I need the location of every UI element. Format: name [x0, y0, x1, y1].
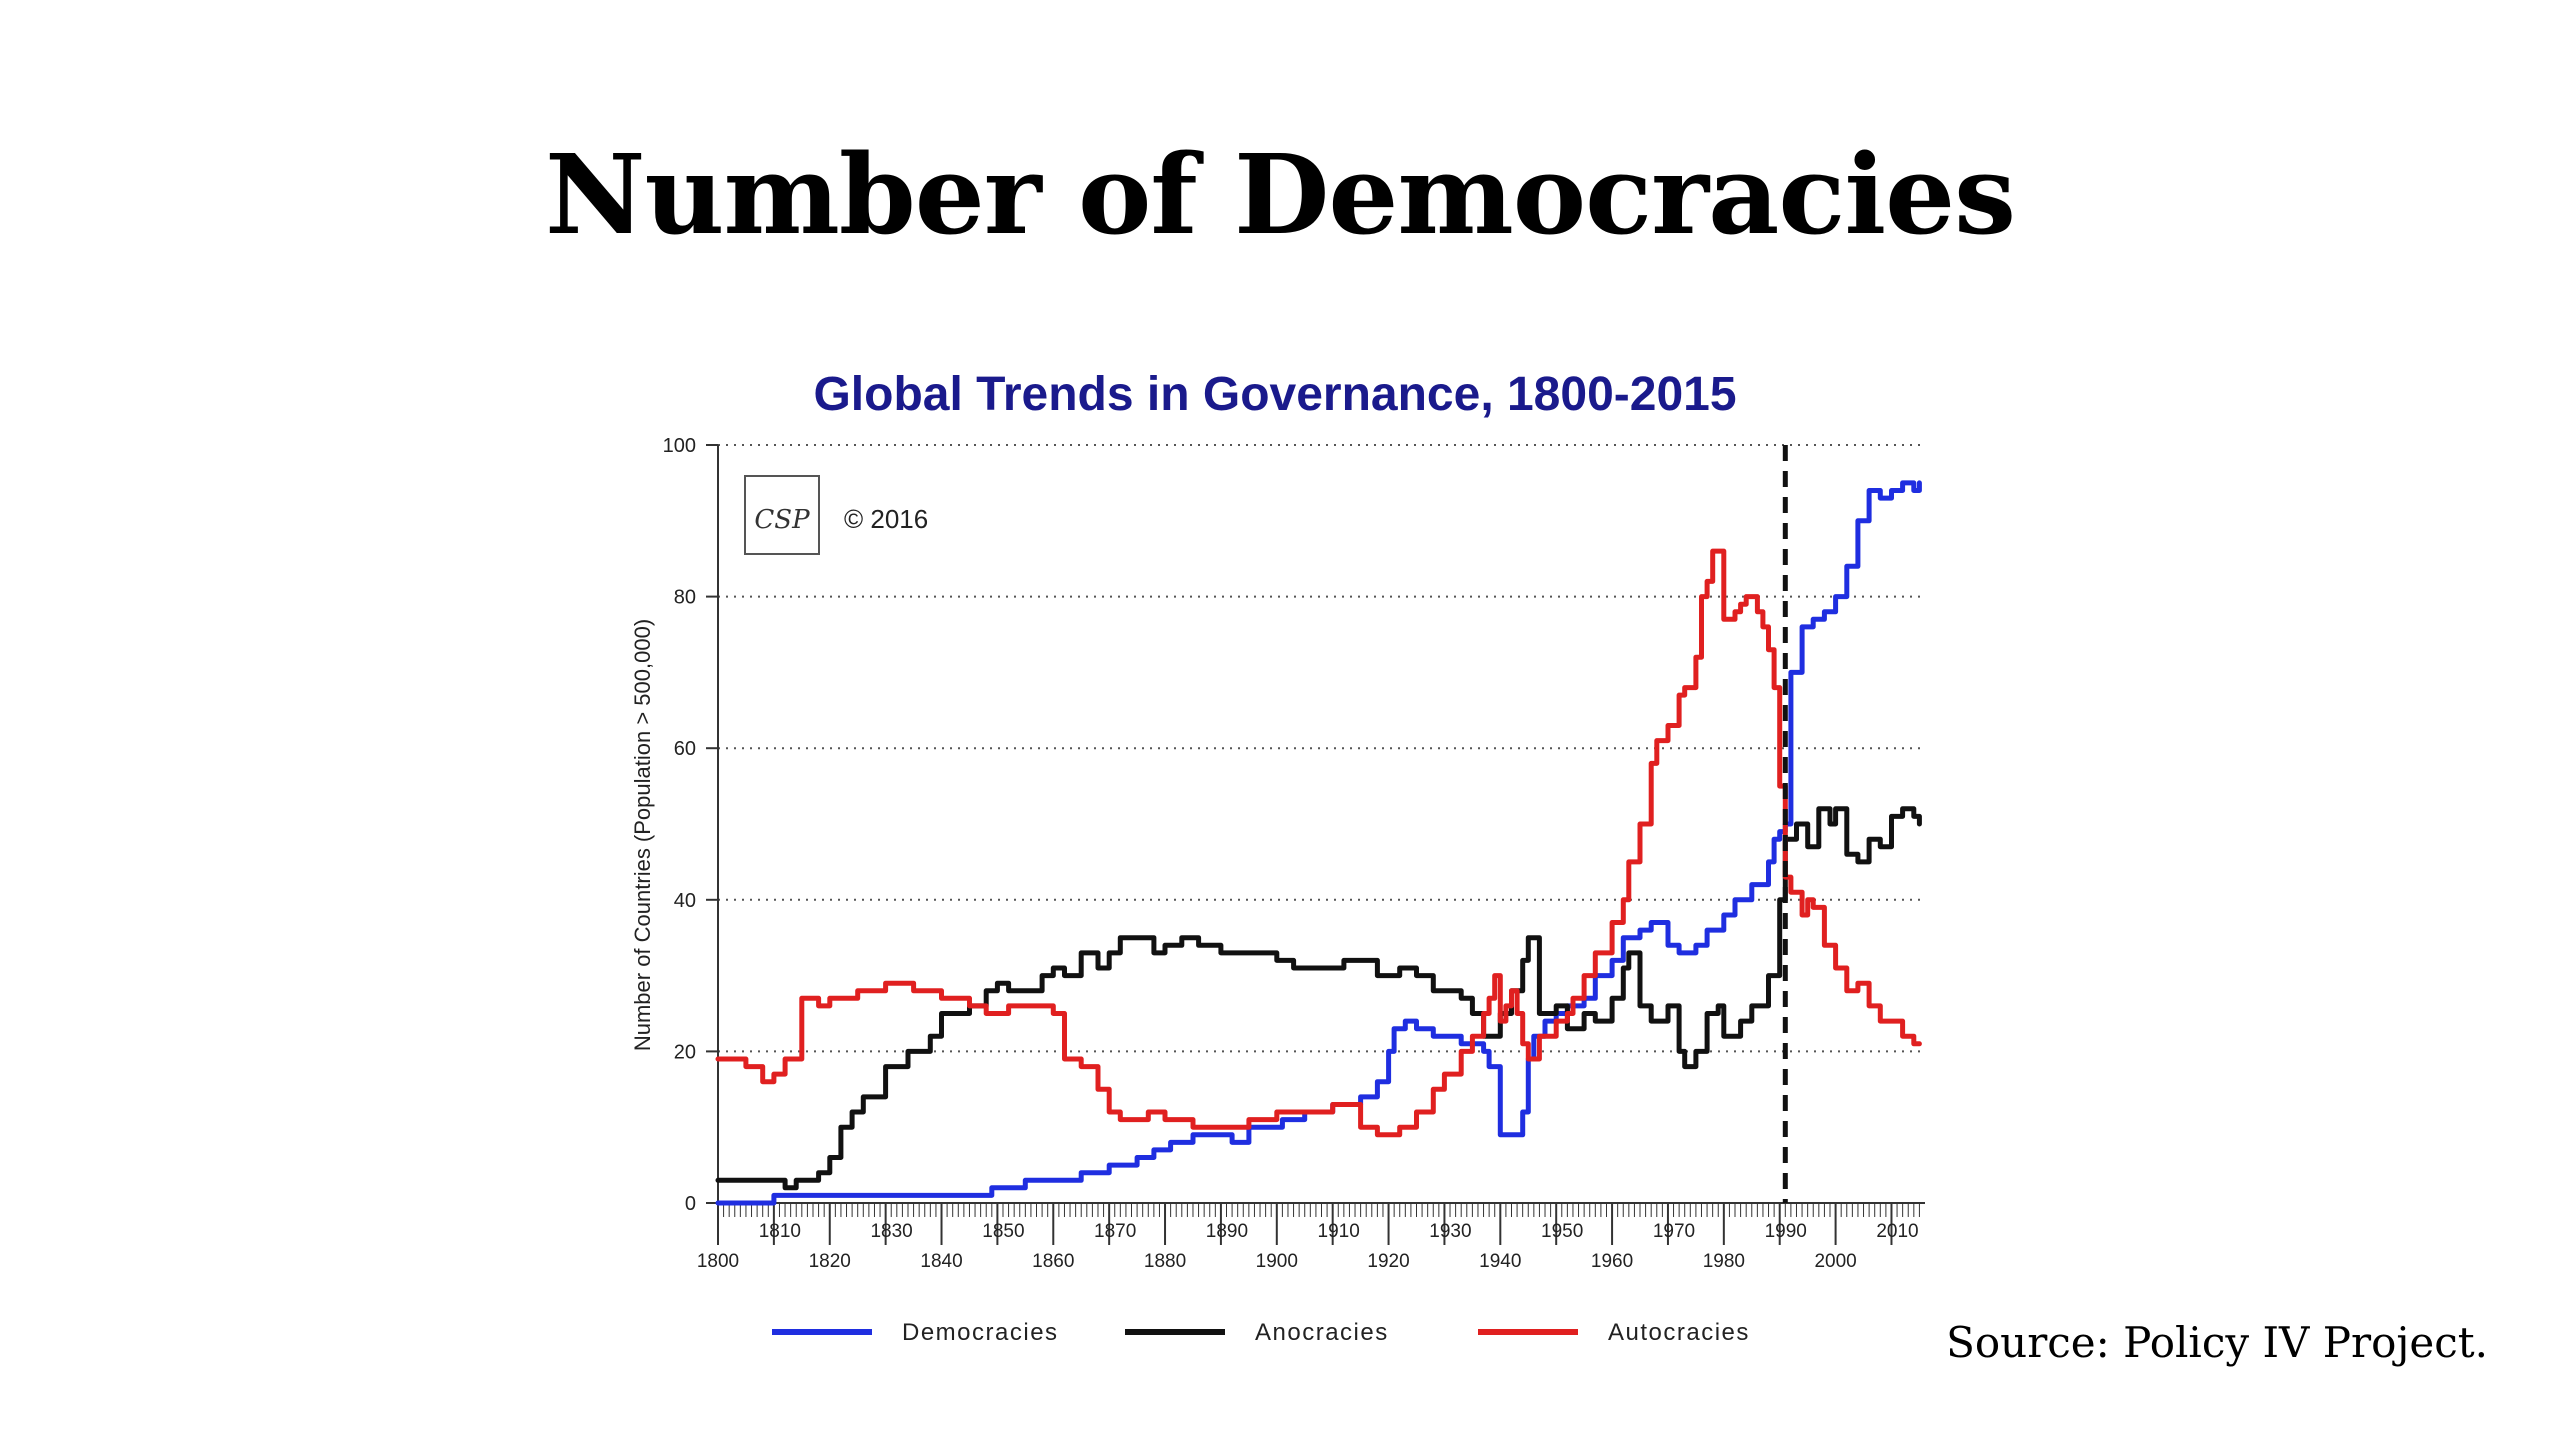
x-tick-label: 1830	[870, 1221, 912, 1242]
x-tick-label: 1990	[1765, 1221, 1807, 1242]
x-tick-label: 1930	[1429, 1221, 1471, 1242]
x-tick-label: 1800	[697, 1251, 739, 1272]
series-line-anocracies	[715, 806, 1922, 1191]
x-tick-label: 1820	[809, 1251, 851, 1272]
y-tick-label: 40	[674, 890, 696, 912]
axes: 0 20 40 60 80 100 1810 1830 1850 1870 1890 1910 1930…	[663, 435, 1925, 1272]
y-tick-label: 0	[685, 1193, 696, 1215]
chart-title: Global Trends in Governance, 1800-2015	[813, 368, 1736, 421]
x-tick-label: 1860	[1032, 1251, 1074, 1272]
x-tick-label: 1960	[1591, 1251, 1633, 1272]
legend-label-autocracies: Autocracies	[1608, 1319, 1750, 1346]
x-tick-label: 1890	[1206, 1221, 1248, 1242]
x-tick-label: 1970	[1653, 1221, 1695, 1242]
x-tick-label: 1910	[1318, 1221, 1360, 1242]
y-axis-label: Number of Countries (Population > 500,00…	[630, 619, 655, 1051]
x-tick-label: 1950	[1541, 1221, 1583, 1242]
copyright-text: © 2016	[844, 504, 928, 534]
x-tick-label: 1870	[1094, 1221, 1136, 1242]
legend-label-democracies: Democracies	[902, 1319, 1059, 1346]
x-tick-label: 1840	[920, 1251, 962, 1272]
series-line-democracies	[715, 480, 1922, 1206]
x-tick-label: 1920	[1367, 1251, 1409, 1272]
series-line-autocracies	[715, 548, 1922, 1138]
csp-logo: CSP	[744, 475, 820, 555]
gridlines	[718, 444, 1925, 1053]
x-tick-label: 1900	[1256, 1251, 1298, 1272]
x-tick-label: 1980	[1703, 1251, 1745, 1272]
y-tick-label: 80	[674, 587, 696, 609]
x-tick-label: 2000	[1814, 1251, 1856, 1272]
legend-label-anocracies: Anocracies	[1255, 1319, 1389, 1346]
y-tick-label: 100	[663, 435, 696, 457]
x-tick-label: 1810	[759, 1221, 801, 1242]
x-tick-label: 1850	[982, 1221, 1024, 1242]
csp-logo-text: CSP	[754, 505, 810, 535]
slide-title: Number of Democracies	[544, 130, 2016, 259]
legend: Democracies Anocracies Autocracies	[772, 1319, 1750, 1346]
x-tick-label: 1880	[1144, 1251, 1186, 1272]
series-lines	[715, 445, 1922, 1206]
x-tick-label: 1940	[1479, 1251, 1521, 1272]
x-tick-label: 2010	[1876, 1221, 1918, 1242]
source-note: Source: Policy IV Project.	[1946, 1318, 2488, 1367]
y-tick-label: 20	[674, 1041, 696, 1063]
y-tick-label: 60	[674, 738, 696, 760]
